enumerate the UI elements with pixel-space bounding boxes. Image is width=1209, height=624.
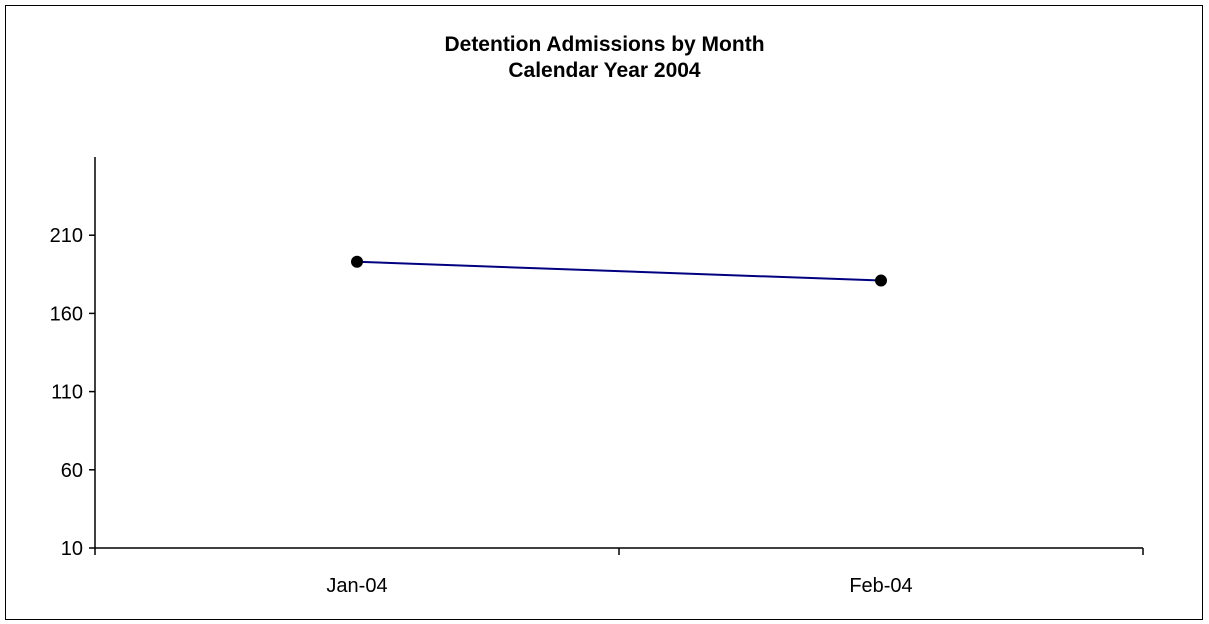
chart-title: Detention Admissions by Month	[444, 33, 765, 56]
y-tick-label: 110	[51, 382, 83, 404]
y-tick-label: 160	[50, 303, 83, 325]
y-tick-label: 210	[50, 225, 83, 247]
series-layer	[351, 255, 887, 287]
y-axis-ticks: 10 60 110 160 210	[50, 225, 95, 560]
chart-subtitle: Calendar Year 2004	[508, 59, 701, 82]
x-tick-label: Feb-04	[849, 575, 912, 597]
x-tick-label: Jan-04	[326, 575, 387, 597]
y-tick-label: 60	[61, 460, 83, 482]
chart-frame	[5, 5, 1203, 620]
data-point	[875, 274, 887, 287]
data-point	[351, 255, 363, 268]
x-axis-ticks: Jan-04 Feb-04	[94, 548, 1144, 597]
series-line	[356, 260, 882, 282]
y-tick-label: 10	[61, 538, 83, 560]
chart-title-block: Detention Admissions by Month Calendar Y…	[0, 32, 1209, 84]
